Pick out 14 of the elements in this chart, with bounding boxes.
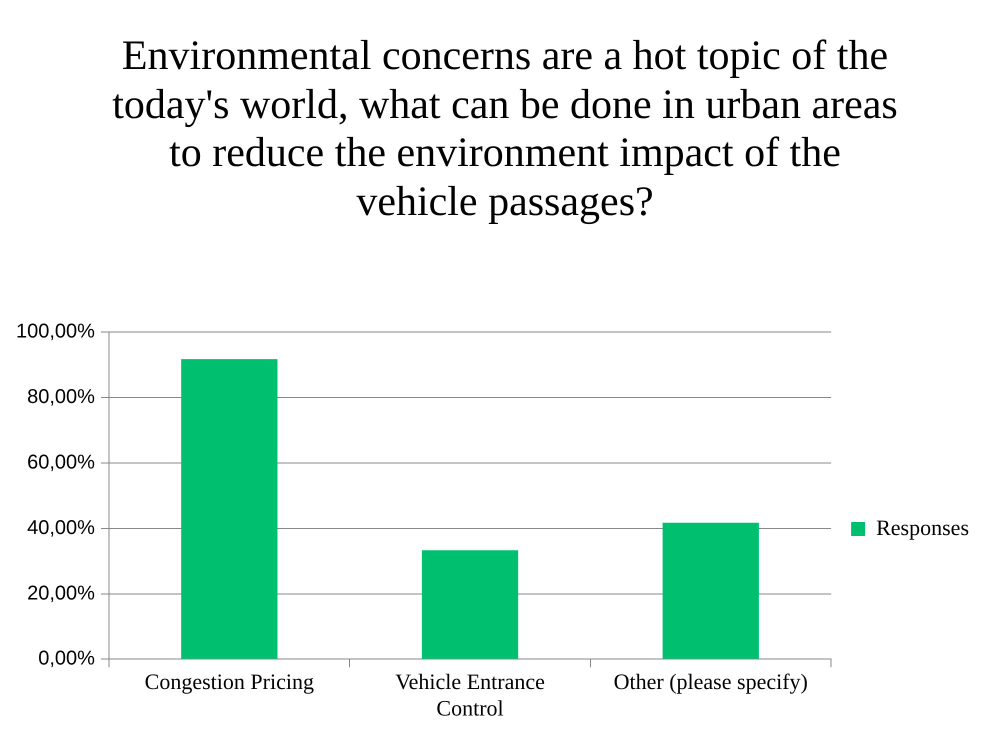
bar — [181, 359, 278, 659]
bar — [662, 522, 759, 659]
legend-label: Responses — [876, 514, 970, 540]
bar — [422, 550, 518, 659]
x-tick-label: Vehicle Entrance Control — [395, 669, 545, 721]
x-tick-label: Other (please specify) — [614, 669, 808, 694]
y-tick-label: 100,00% — [16, 320, 96, 343]
y-tick-label: 80,00% — [27, 386, 96, 408]
y-tick-label: 40,00% — [27, 516, 96, 539]
x-tick-label: Congestion Pricing — [144, 669, 314, 694]
y-tick-label: 0,00% — [38, 648, 96, 670]
y-tick-label: 60,00% — [27, 451, 96, 474]
chart-title: Environmental concerns are a hot topic of the today's world, what can be done in urban areas to reduce the environment impact of the vehicle passages? — [111, 32, 899, 227]
y-tick-label: 20,00% — [27, 582, 96, 604]
